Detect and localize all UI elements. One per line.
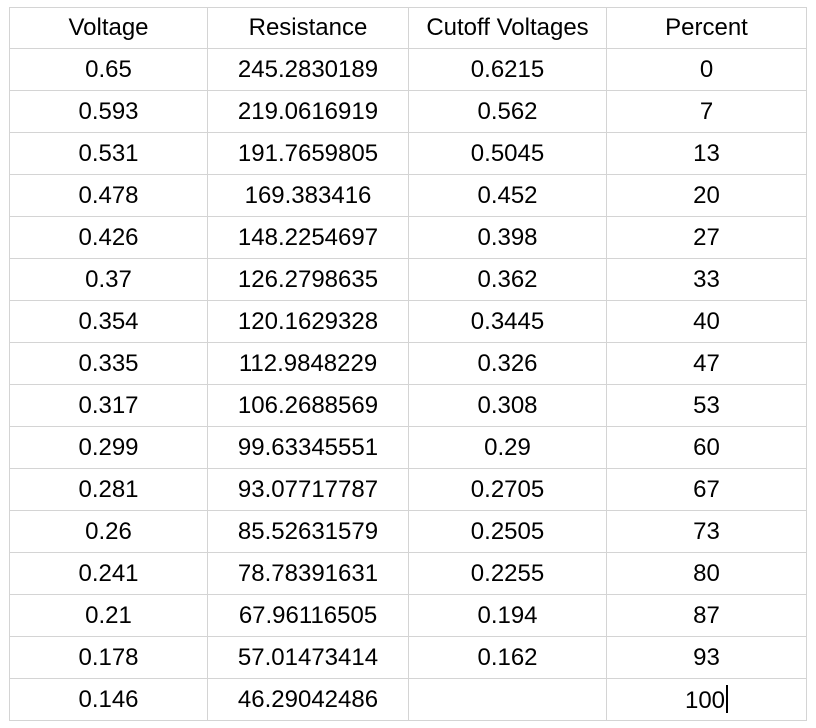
cell-percent[interactable]: 53 [606, 384, 807, 427]
cell-resistance[interactable]: 93.07717787 [207, 468, 409, 511]
cell-cutoff-voltage[interactable] [408, 678, 607, 721]
cell-voltage[interactable]: 0.178 [9, 636, 208, 679]
cell-voltage[interactable]: 0.26 [9, 510, 208, 553]
cell-percent[interactable]: 47 [606, 342, 807, 385]
table-body: 0.65 245.2830189 0.6215 0 0.593 219.0616919 0.… [9, 48, 807, 721]
cell-resistance[interactable]: 191.7659805 [207, 132, 409, 175]
cell-cutoff-voltage[interactable]: 0.308 [408, 384, 607, 427]
cell-percent[interactable]: 13 [606, 132, 807, 175]
header-cell-percent[interactable]: Percent [606, 7, 807, 49]
cell-resistance[interactable]: 245.2830189 [207, 48, 409, 91]
table-row: 0.317 106.2688569 0.308 53 [9, 384, 807, 427]
cell-cutoff-voltage[interactable]: 0.162 [408, 636, 607, 679]
cell-resistance[interactable]: 219.0616919 [207, 90, 409, 133]
table-row: 0.21 67.96116505 0.194 87 [9, 594, 807, 637]
cell-cutoff-voltage[interactable]: 0.2505 [408, 510, 607, 553]
table-row: 0.478 169.383416 0.452 20 [9, 174, 807, 217]
cell-resistance[interactable]: 57.01473414 [207, 636, 409, 679]
cell-percent[interactable]: 0 [606, 48, 807, 91]
cell-percent[interactable]: 33 [606, 258, 807, 301]
cell-voltage[interactable]: 0.65 [9, 48, 208, 91]
cell-cutoff-voltage[interactable]: 0.29 [408, 426, 607, 469]
table-row: 0.354 120.1629328 0.3445 40 [9, 300, 807, 343]
cell-resistance[interactable]: 67.96116505 [207, 594, 409, 637]
cell-resistance[interactable]: 46.29042486 [207, 678, 409, 721]
cell-percent[interactable]: 60 [606, 426, 807, 469]
table-row: 0.241 78.78391631 0.2255 80 [9, 552, 807, 595]
cell-resistance[interactable]: 78.78391631 [207, 552, 409, 595]
header-cell-voltage[interactable]: Voltage [9, 7, 208, 49]
cell-cutoff-voltage[interactable]: 0.6215 [408, 48, 607, 91]
cell-cutoff-voltage[interactable]: 0.2255 [408, 552, 607, 595]
cell-voltage[interactable]: 0.426 [9, 216, 208, 259]
cell-percent[interactable]: 73 [606, 510, 807, 553]
cell-percent[interactable]: 100 [606, 678, 807, 721]
cell-cutoff-voltage[interactable]: 0.326 [408, 342, 607, 385]
table-row: 0.178 57.01473414 0.162 93 [9, 636, 807, 679]
cell-voltage[interactable]: 0.335 [9, 342, 208, 385]
table-row: 0.335 112.9848229 0.326 47 [9, 342, 807, 385]
cell-cutoff-voltage[interactable]: 0.194 [408, 594, 607, 637]
table-row: 0.281 93.07717787 0.2705 67 [9, 468, 807, 511]
cell-percent[interactable]: 93 [606, 636, 807, 679]
text-cursor [726, 684, 729, 713]
cell-voltage[interactable]: 0.478 [9, 174, 208, 217]
cell-resistance[interactable]: 99.63345551 [207, 426, 409, 469]
cell-percent[interactable]: 40 [606, 300, 807, 343]
table-row: 0.146 46.29042486 100 [9, 678, 807, 721]
table-row: 0.426 148.2254697 0.398 27 [9, 216, 807, 259]
header-cell-cutoff-voltages[interactable]: Cutoff Voltages [408, 7, 607, 49]
cell-voltage[interactable]: 0.37 [9, 258, 208, 301]
cell-percent[interactable]: 27 [606, 216, 807, 259]
cell-resistance[interactable]: 106.2688569 [207, 384, 409, 427]
cell-voltage[interactable]: 0.299 [9, 426, 208, 469]
cell-voltage[interactable]: 0.241 [9, 552, 208, 595]
table-row: 0.65 245.2830189 0.6215 0 [9, 48, 807, 91]
table-row: 0.531 191.7659805 0.5045 13 [9, 132, 807, 175]
table-row: 0.37 126.2798635 0.362 33 [9, 258, 807, 301]
spreadsheet-table: Voltage Resistance Cutoff Voltages Perce… [9, 7, 807, 721]
cell-resistance[interactable]: 120.1629328 [207, 300, 409, 343]
cell-resistance[interactable]: 169.383416 [207, 174, 409, 217]
cell-resistance[interactable]: 112.9848229 [207, 342, 409, 385]
cell-resistance[interactable]: 85.52631579 [207, 510, 409, 553]
table-row: 0.26 85.52631579 0.2505 73 [9, 510, 807, 553]
cell-voltage[interactable]: 0.317 [9, 384, 208, 427]
header-row: Voltage Resistance Cutoff Voltages Perce… [9, 7, 807, 49]
cell-cutoff-voltage[interactable]: 0.398 [408, 216, 607, 259]
cell-voltage[interactable]: 0.531 [9, 132, 208, 175]
cell-resistance[interactable]: 148.2254697 [207, 216, 409, 259]
cell-cutoff-voltage[interactable]: 0.452 [408, 174, 607, 217]
cell-percent[interactable]: 87 [606, 594, 807, 637]
cell-cutoff-voltage[interactable]: 0.3445 [408, 300, 607, 343]
cell-cutoff-voltage[interactable]: 0.5045 [408, 132, 607, 175]
cell-voltage[interactable]: 0.281 [9, 468, 208, 511]
table-row: 0.299 99.63345551 0.29 60 [9, 426, 807, 469]
cell-voltage[interactable]: 0.593 [9, 90, 208, 133]
cell-percent[interactable]: 67 [606, 468, 807, 511]
cell-cutoff-voltage[interactable]: 0.562 [408, 90, 607, 133]
cell-percent[interactable]: 20 [606, 174, 807, 217]
cell-voltage[interactable]: 0.354 [9, 300, 208, 343]
cell-percent[interactable]: 80 [606, 552, 807, 595]
cell-cutoff-voltage[interactable]: 0.2705 [408, 468, 607, 511]
cell-voltage[interactable]: 0.21 [9, 594, 208, 637]
table-row: 0.593 219.0616919 0.562 7 [9, 90, 807, 133]
cell-cutoff-voltage[interactable]: 0.362 [408, 258, 607, 301]
cell-voltage[interactable]: 0.146 [9, 678, 208, 721]
cell-value: 100 [684, 686, 726, 714]
cell-percent[interactable]: 7 [606, 90, 807, 133]
cell-resistance[interactable]: 126.2798635 [207, 258, 409, 301]
header-cell-resistance[interactable]: Resistance [207, 7, 409, 49]
